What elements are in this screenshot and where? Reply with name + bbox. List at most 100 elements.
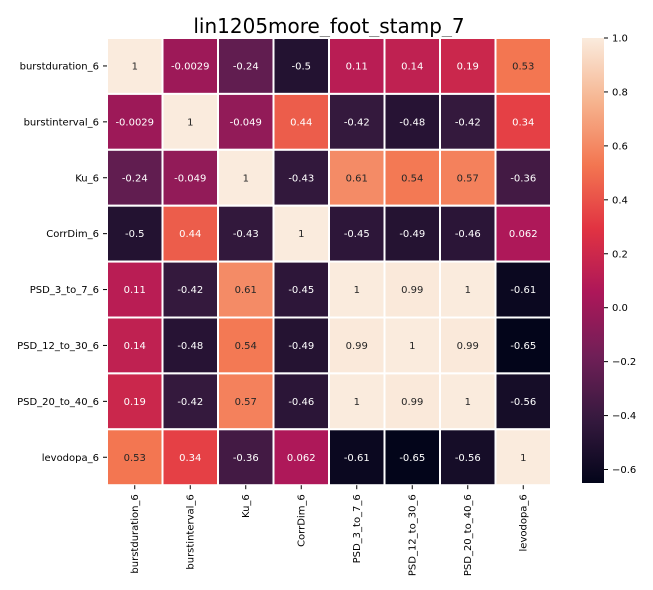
x-tick-label: Ku_6 xyxy=(241,494,252,518)
cell-value-label: 0.61 xyxy=(346,173,368,184)
colorbar-tick-label: 1.0 xyxy=(612,34,628,45)
cell-value-label: -0.49 xyxy=(399,229,425,240)
heatmap-cell xyxy=(439,372,497,431)
y-tick-labels: burstduration_6 burstinterval_6 Ku_6 CorrDi… xyxy=(17,61,107,464)
heatmap-cell xyxy=(217,148,275,207)
heatmap-cell xyxy=(383,148,441,207)
cell-value-label: 0.53 xyxy=(124,453,146,464)
cell-value-label: 1 xyxy=(187,117,193,128)
cell-value-label: -0.49 xyxy=(288,341,314,352)
cell-value-label: -0.24 xyxy=(233,61,259,72)
y-tick-label: burstinterval_6 xyxy=(24,117,99,128)
cell-value-label: 0.57 xyxy=(457,173,479,184)
cell-value-label: -0.48 xyxy=(177,341,203,352)
cell-value-label: 0.19 xyxy=(457,61,479,72)
cell-value-label: 0.11 xyxy=(346,61,368,72)
colorbar-tick-label: 0.0 xyxy=(612,303,628,314)
heatmap-cell xyxy=(161,372,219,431)
y-tick-label: Ku_6 xyxy=(75,173,99,184)
cell-value-label: -0.42 xyxy=(177,285,203,296)
cell-value-label: -0.5 xyxy=(291,61,311,72)
x-tick-label: PSD_12_to_30_6 xyxy=(408,494,419,576)
cell-value-label: 1 xyxy=(409,341,415,352)
cell-value-label: 0.14 xyxy=(124,341,146,352)
heatmap-cell xyxy=(328,204,386,263)
heatmap-cell xyxy=(272,428,330,487)
colorbar-tick-label: 0.8 xyxy=(612,87,628,98)
colorbar-tick-label: −0.2 xyxy=(612,357,636,368)
colorbar-ticks: 1.0 0.8 0.6 0.4 0.2 0.0 −0.2 −0.4 −0.6 xyxy=(604,34,636,476)
cell-value-label: -0.56 xyxy=(455,453,481,464)
y-tick-label: PSD_20_to_40_6 xyxy=(17,397,99,408)
heatmap-cell xyxy=(494,37,552,95)
cell-value-label: -0.61 xyxy=(510,285,536,296)
heatmap-cell xyxy=(494,372,552,431)
cell-value-label: 1 xyxy=(354,285,360,296)
heatmap-cell xyxy=(272,92,330,151)
heatmap-cell xyxy=(328,148,386,207)
cell-value-label: -0.61 xyxy=(344,453,370,464)
cell-value-label: 1 xyxy=(243,173,249,184)
cell-value-label: 0.19 xyxy=(124,397,146,408)
cell-value-label: -0.46 xyxy=(288,397,314,408)
heatmap-cells: 1 -0.0029 -0.24 -0.5 0.11 0.14 0.19 0.53 -0.0029… xyxy=(106,37,552,487)
heatmap-cell xyxy=(217,428,275,487)
x-tick-label: burstduration_6 xyxy=(130,494,141,573)
cell-value-label: 0.14 xyxy=(401,61,423,72)
cell-value-label: 1 xyxy=(132,61,138,72)
colorbar-tick-label: 0.6 xyxy=(612,141,628,152)
heatmap-cell xyxy=(272,260,330,319)
cell-value-label: 0.54 xyxy=(401,173,423,184)
cell-value-label: 0.44 xyxy=(290,117,312,128)
cell-value-label: -0.46 xyxy=(455,229,481,240)
cell-value-label: -0.43 xyxy=(233,229,259,240)
cell-value-label: 1 xyxy=(465,285,471,296)
x-tick-label: levodopa_6 xyxy=(519,494,530,551)
heatmap-cell xyxy=(328,372,386,431)
cell-value-label: -0.45 xyxy=(288,285,314,296)
cell-value-label: 0.062 xyxy=(509,229,538,240)
heatmap-cell xyxy=(383,37,441,95)
cell-value-label: -0.049 xyxy=(174,173,206,184)
heatmap-cell xyxy=(106,372,164,431)
heatmap-cell xyxy=(328,428,386,487)
heatmap-cell xyxy=(494,316,552,375)
cell-value-label: 0.57 xyxy=(235,397,257,408)
heatmap-cell xyxy=(383,92,441,151)
cell-value-label: -0.48 xyxy=(399,117,425,128)
heatmap-cell xyxy=(383,316,441,375)
heatmap-cell xyxy=(217,204,275,263)
cell-value-label: -0.5 xyxy=(125,229,145,240)
cell-value-label: 0.062 xyxy=(287,453,316,464)
cell-value-label: -0.36 xyxy=(510,173,536,184)
cell-value-label: 1 xyxy=(520,453,526,464)
heatmap-cell xyxy=(328,316,386,375)
heatmap-cell xyxy=(272,148,330,207)
colorbar-tick-label: 0.4 xyxy=(612,195,628,206)
cell-value-label: 0.99 xyxy=(401,397,423,408)
cell-value-label: -0.56 xyxy=(510,397,536,408)
x-tick-labels: burstduration_6 burstinterval_6 Ku_6 CorrDi… xyxy=(130,485,530,576)
cell-value-label: 0.44 xyxy=(179,229,201,240)
cell-value-label: -0.36 xyxy=(233,453,259,464)
cell-value-label: 0.54 xyxy=(235,341,257,352)
cell-value-label: -0.0029 xyxy=(115,117,154,128)
cell-value-label: 1 xyxy=(354,397,360,408)
colorbar-gradient xyxy=(582,38,604,483)
y-tick-label: PSD_12_to_30_6 xyxy=(17,341,99,352)
heatmap-cell xyxy=(494,148,552,207)
cell-value-label: -0.65 xyxy=(510,341,536,352)
chart-title: lin1205more_foot_stamp_7 xyxy=(193,14,464,38)
y-tick-label: burstduration_6 xyxy=(20,61,99,72)
y-tick-label: PSD_3_to_7_6 xyxy=(30,285,99,296)
x-tick-label: PSD_20_to_40_6 xyxy=(463,494,474,576)
cell-value-label: -0.0029 xyxy=(171,61,210,72)
colorbar-tick-label: −0.4 xyxy=(612,411,636,422)
heatmap-cell xyxy=(161,92,219,151)
cell-value-label: -0.42 xyxy=(344,117,370,128)
x-tick-label: burstinterval_6 xyxy=(186,494,197,569)
heatmap-cell xyxy=(439,204,497,263)
cell-value-label: -0.65 xyxy=(399,453,425,464)
heatmap-cell xyxy=(383,372,441,431)
